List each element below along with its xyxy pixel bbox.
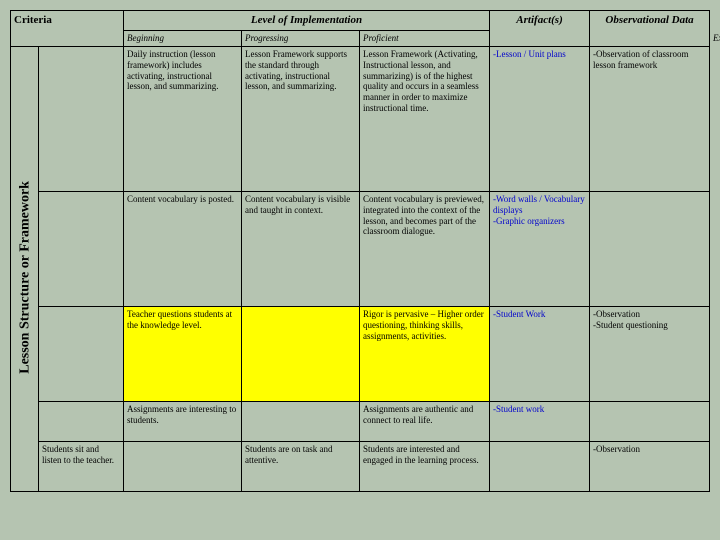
exemplary-cell: Rigor is pervasive – Higher order questi… — [360, 306, 490, 401]
obs-cell — [590, 191, 710, 306]
obs-cell: -Observation of classroom lesson framewo… — [590, 46, 710, 191]
proficient-cell — [242, 306, 360, 401]
obs-header: Observational Data — [590, 11, 710, 47]
beginning-cell: Students sit and listen to the teacher. — [39, 441, 124, 491]
proficient-cell: Lesson Framework supports the standard t… — [242, 46, 360, 191]
obs-cell: -Observation-Student questioning — [590, 306, 710, 401]
proficient-cell — [242, 401, 360, 441]
proficient-cell: Content vocabulary is visible and taught… — [242, 191, 360, 306]
proficient-header: Proficient — [360, 31, 490, 47]
table-row: Lesson Structure or FrameworkDaily instr… — [11, 46, 710, 191]
beginning-cell — [39, 306, 124, 401]
criteria-header: Criteria — [11, 11, 124, 47]
artifacts-cell — [490, 441, 590, 491]
table-row: Teacher questions students at the knowle… — [11, 306, 710, 401]
exemplary-cell: Assignments are authentic and connect to… — [360, 401, 490, 441]
level-header: Level of Implementation — [124, 11, 490, 31]
artifacts-cell: -Student work — [490, 401, 590, 441]
criteria-label-cell: Lesson Structure or Framework — [11, 46, 39, 491]
exemplary-cell: Content vocabulary is previewed, integra… — [360, 191, 490, 306]
exemplary-cell: Students are interested and engaged in t… — [360, 441, 490, 491]
progressing-cell — [124, 441, 242, 491]
beginning-cell — [39, 46, 124, 191]
table-row: Students sit and listen to the teacher. S… — [11, 441, 710, 491]
progressing-cell: Daily instruction (lesson framework) inc… — [124, 46, 242, 191]
artifacts-cell: -Lesson / Unit plans — [490, 46, 590, 191]
progressing-cell: Content vocabulary is posted. — [124, 191, 242, 306]
progressing-cell: Teacher questions students at the knowle… — [124, 306, 242, 401]
progressing-header: Progressing — [242, 31, 360, 47]
table-row: Content vocabulary is posted.Content voc… — [11, 191, 710, 306]
artifacts-cell: -Student Work — [490, 306, 590, 401]
exemplary-cell: Lesson Framework (Activating, Instructio… — [360, 46, 490, 191]
beginning-cell — [39, 191, 124, 306]
criteria-label: Lesson Structure or Framework — [18, 167, 35, 387]
obs-cell — [590, 401, 710, 441]
proficient-cell: Students are on task and attentive. — [242, 441, 360, 491]
rubric-table: Criteria Level of Implementation Artifac… — [10, 10, 710, 492]
beginning-cell — [39, 401, 124, 441]
header-row: Criteria Level of Implementation Artifac… — [11, 11, 710, 31]
obs-cell: -Observation — [590, 441, 710, 491]
artifacts-cell: -Word walls / Vocabulary displays-Graphi… — [490, 191, 590, 306]
beginning-header: Beginning — [124, 31, 242, 47]
artifacts-header: Artifact(s) — [490, 11, 590, 47]
progressing-cell: Assignments are interesting to students. — [124, 401, 242, 441]
table-row: Assignments are interesting to students.… — [11, 401, 710, 441]
